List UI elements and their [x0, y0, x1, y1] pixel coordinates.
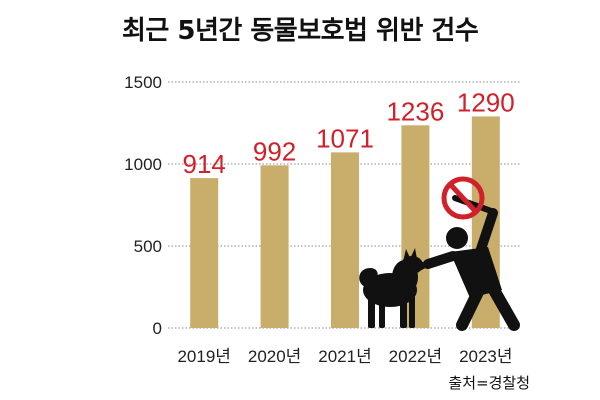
y-tick-label: 1500: [124, 73, 162, 92]
y-tick-label: 500: [134, 237, 162, 256]
x-tick-label: 2022년: [389, 347, 442, 366]
data-label: 914: [183, 149, 226, 179]
bars: [190, 116, 500, 329]
dog-silhouette-icon: [359, 248, 431, 328]
bar: [331, 152, 359, 328]
bar: [190, 178, 219, 328]
chart-title: 최근 5년간 동물보호법 위반 건수: [122, 16, 479, 46]
y-tick-label: 0: [153, 319, 162, 338]
data-labels: 914 992 1071 1236 1290: [183, 87, 515, 179]
x-axis-ticks: 2019년 2020년 2021년 2022년 2023년: [177, 347, 512, 366]
data-label: 1071: [316, 123, 374, 153]
x-tick-label: 2019년: [177, 347, 230, 366]
prohibition-sign-icon: [441, 176, 485, 220]
x-tick-label: 2020년: [248, 347, 301, 366]
data-label: 992: [253, 136, 296, 166]
y-tick-label: 1000: [124, 155, 162, 174]
bar: [260, 165, 289, 328]
y-axis-ticks: 0 500 1000 1500: [124, 73, 162, 338]
data-label: 1236: [386, 96, 444, 126]
source-note: 출처=경찰청: [448, 374, 530, 392]
person-with-stick-silhouette-icon: [423, 195, 520, 331]
data-label: 1290: [457, 87, 515, 117]
x-tick-label: 2021년: [318, 347, 371, 366]
x-tick-label: 2023년: [459, 347, 512, 366]
